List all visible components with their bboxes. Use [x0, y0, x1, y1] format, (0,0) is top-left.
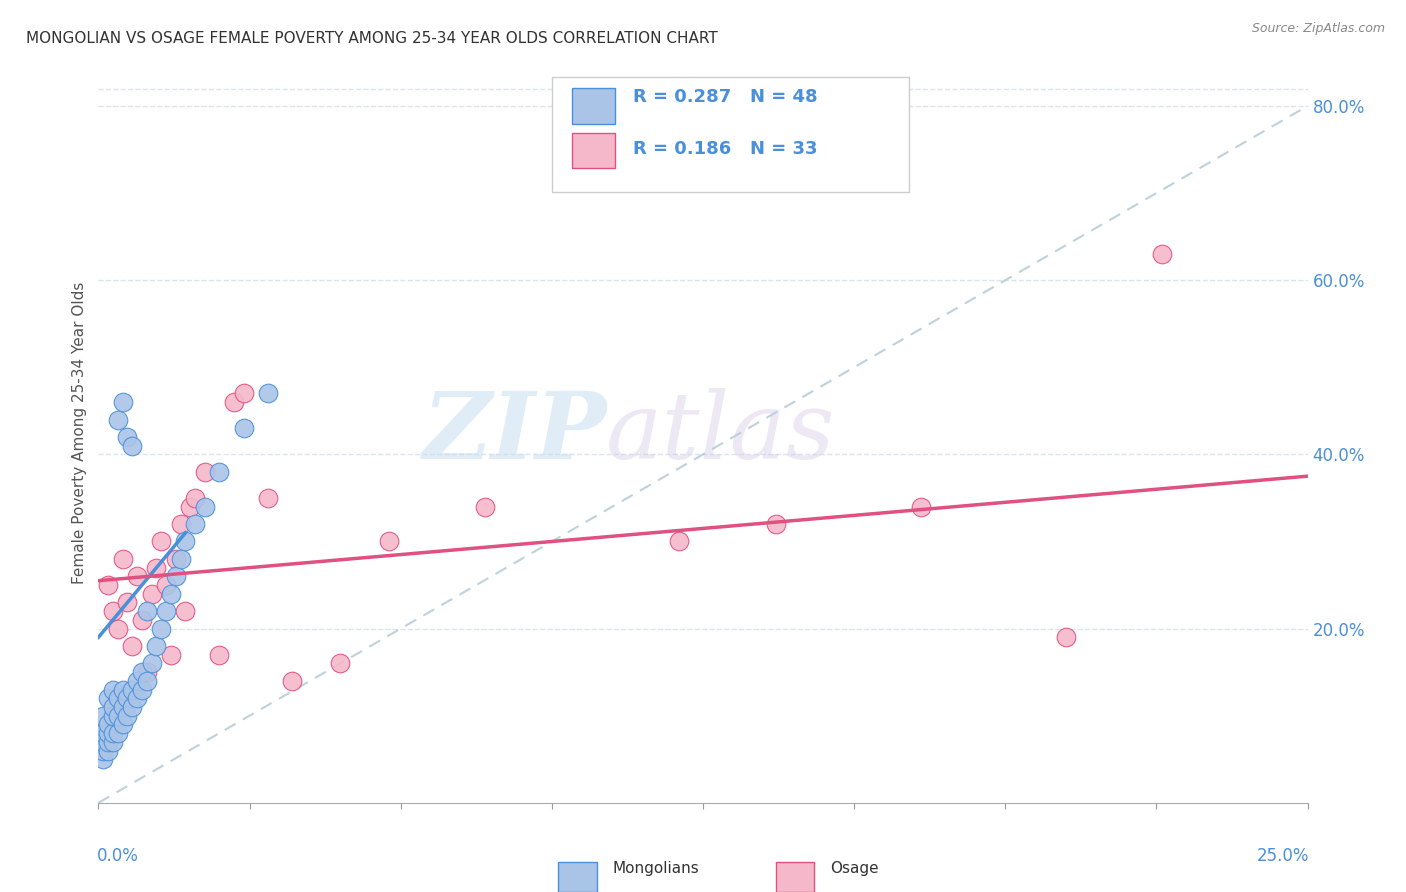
FancyBboxPatch shape: [558, 862, 596, 892]
Point: [97, 743, 120, 757]
Point: [117, 691, 139, 706]
Point: [232, 386, 254, 401]
Point: [111, 682, 134, 697]
Point: [135, 604, 157, 618]
FancyBboxPatch shape: [551, 78, 908, 192]
Point: [194, 465, 217, 479]
Point: [135, 665, 157, 680]
Point: [668, 534, 690, 549]
Point: [101, 735, 124, 749]
FancyBboxPatch shape: [776, 862, 814, 892]
Text: R = 0.287   N = 48: R = 0.287 N = 48: [633, 87, 817, 105]
Point: [117, 430, 139, 444]
Text: MONGOLIAN VS OSAGE FEMALE POVERTY AMONG 25-34 YEAR OLDS CORRELATION CHART: MONGOLIAN VS OSAGE FEMALE POVERTY AMONG …: [25, 31, 717, 46]
Point: [329, 657, 352, 671]
Point: [131, 613, 153, 627]
Point: [155, 604, 177, 618]
Point: [97, 578, 120, 592]
Point: [117, 708, 139, 723]
Point: [131, 682, 153, 697]
Point: [121, 439, 143, 453]
Point: [135, 673, 157, 688]
Point: [174, 534, 197, 549]
Point: [101, 726, 124, 740]
Point: [281, 673, 304, 688]
Point: [111, 395, 134, 409]
Text: ZIP: ZIP: [422, 388, 606, 477]
Point: [184, 491, 207, 505]
Point: [160, 587, 183, 601]
Point: [256, 386, 278, 401]
Point: [107, 691, 129, 706]
Point: [111, 552, 134, 566]
Point: [474, 500, 496, 514]
Point: [101, 682, 124, 697]
Point: [131, 665, 153, 680]
Text: Source: ZipAtlas.com: Source: ZipAtlas.com: [1251, 22, 1385, 36]
Point: [121, 682, 143, 697]
Point: [91, 743, 114, 757]
Text: 25.0%: 25.0%: [1257, 847, 1309, 865]
Point: [97, 735, 120, 749]
Point: [150, 534, 173, 549]
Point: [97, 717, 120, 731]
Text: atlas: atlas: [606, 388, 835, 477]
Point: [127, 569, 149, 583]
Point: [256, 491, 278, 505]
Point: [141, 587, 163, 601]
Point: [208, 648, 231, 662]
Point: [150, 622, 173, 636]
Text: R = 0.186   N = 33: R = 0.186 N = 33: [633, 139, 817, 158]
Point: [222, 395, 245, 409]
Point: [145, 560, 167, 574]
Point: [101, 604, 124, 618]
Point: [111, 717, 134, 731]
Point: [184, 517, 207, 532]
Text: 0.0%: 0.0%: [97, 847, 139, 865]
Point: [97, 726, 120, 740]
Point: [174, 604, 197, 618]
Point: [107, 412, 129, 426]
Point: [377, 534, 399, 549]
Point: [910, 500, 932, 514]
Point: [208, 465, 231, 479]
Point: [169, 517, 191, 532]
Point: [179, 500, 201, 514]
Y-axis label: Female Poverty Among 25-34 Year Olds: Female Poverty Among 25-34 Year Olds: [72, 282, 87, 583]
Point: [232, 421, 254, 435]
Point: [111, 700, 134, 714]
FancyBboxPatch shape: [572, 88, 614, 124]
Point: [127, 691, 149, 706]
Point: [107, 726, 129, 740]
Point: [169, 552, 191, 566]
Point: [117, 595, 139, 609]
Point: [160, 648, 183, 662]
Point: [97, 691, 120, 706]
Point: [1054, 630, 1077, 644]
Text: Osage: Osage: [830, 861, 879, 876]
Point: [155, 578, 177, 592]
Point: [765, 517, 787, 532]
Text: Mongolians: Mongolians: [613, 861, 699, 876]
FancyBboxPatch shape: [572, 133, 614, 169]
Point: [91, 708, 114, 723]
Point: [194, 500, 217, 514]
Point: [127, 673, 149, 688]
Point: [91, 735, 114, 749]
Point: [91, 752, 114, 766]
Point: [107, 622, 129, 636]
Point: [121, 700, 143, 714]
Point: [1152, 247, 1174, 261]
Point: [145, 639, 167, 653]
Point: [91, 726, 114, 740]
Point: [107, 708, 129, 723]
Point: [121, 639, 143, 653]
Point: [165, 552, 187, 566]
Point: [165, 569, 187, 583]
Point: [141, 657, 163, 671]
Point: [101, 708, 124, 723]
Point: [101, 700, 124, 714]
